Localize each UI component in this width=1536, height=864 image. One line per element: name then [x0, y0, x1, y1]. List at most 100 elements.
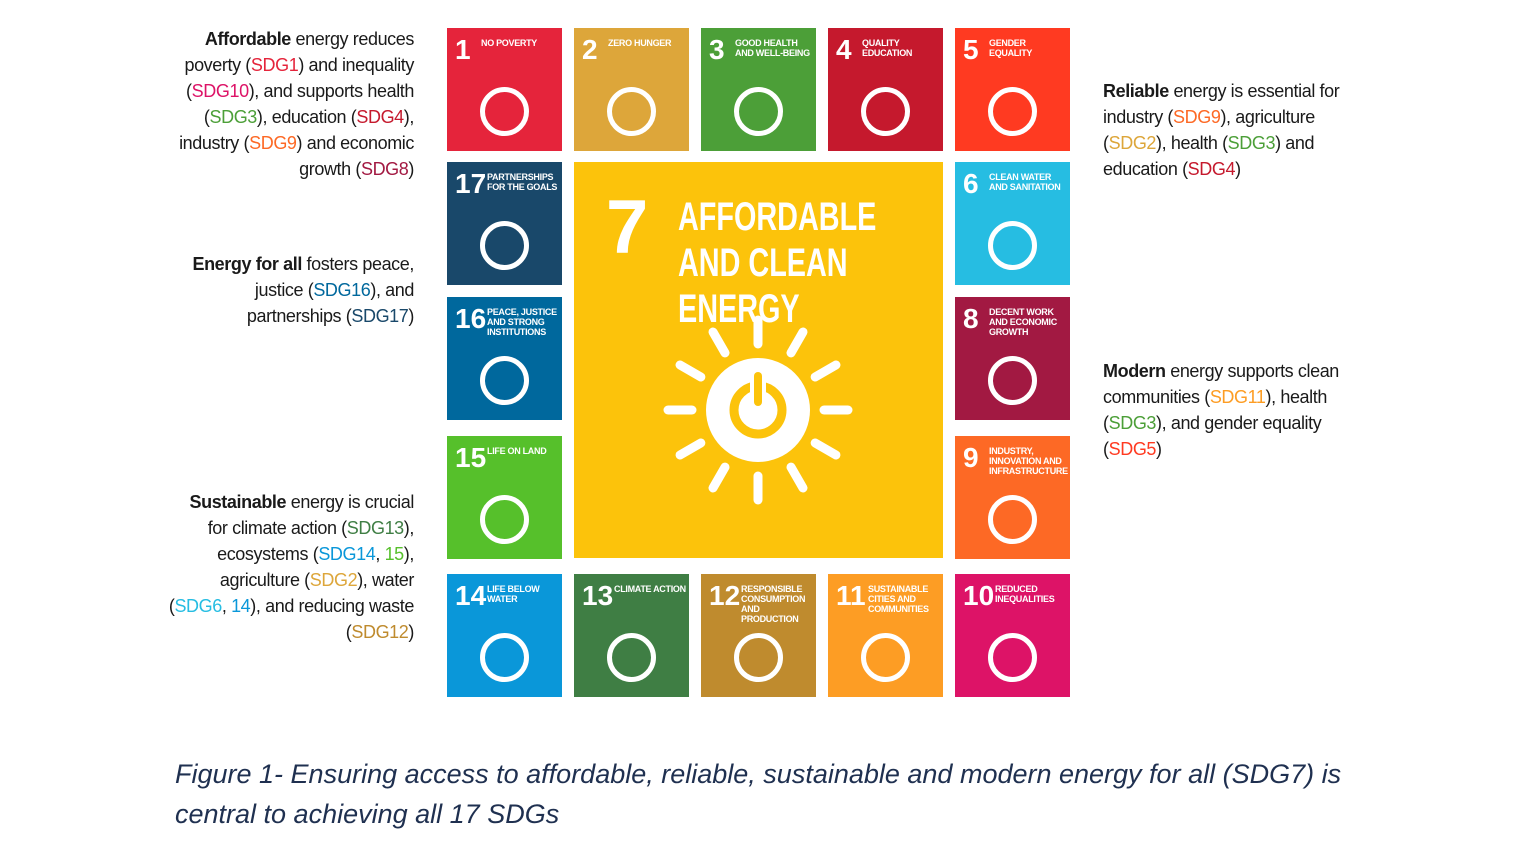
tile-icon [861, 87, 910, 136]
tile-label: RESPONSIBLE CONSUMPTION AND PRODUCTION [741, 584, 806, 624]
sdg-reference: SDG3 [209, 107, 257, 127]
tile-label: CLIMATE ACTION [614, 584, 686, 594]
tile-icon [988, 87, 1037, 136]
tile-number: 3 [709, 34, 725, 65]
tile-icon [988, 356, 1037, 405]
tile-number: 2 [582, 34, 598, 65]
annotation-text: , [375, 544, 385, 564]
tile-icon [988, 221, 1037, 270]
annotation-bold: Reliable [1103, 81, 1169, 101]
tile-number: 4 [836, 34, 852, 65]
annotation-text: ), health ( [1156, 133, 1228, 153]
sdg-tile: 4 QUALITY EDUCATION [828, 28, 943, 151]
sun-icon [663, 315, 853, 505]
annotation-text: ), and supports health ( [203, 81, 415, 127]
tile-number: 9 [963, 442, 979, 473]
sdg-tile: 9 INDUSTRY, INNOVATION AND INFRASTRUCTURE [955, 436, 1070, 559]
tile-number: 16 [455, 303, 487, 334]
annotation-text: ) [408, 622, 414, 642]
annotation-bold: Sustainable [189, 492, 287, 512]
tile-number: 17 [455, 168, 487, 199]
sdg-tile: 10 REDUCED INEQUALITIES [955, 574, 1070, 697]
sdg-tile: 17 PARTNERSHIPS FOR THE GOALS [447, 162, 562, 285]
sdg-tile: 5 GENDER EQUALITY [955, 28, 1070, 151]
tile-icon [861, 633, 910, 682]
tile-icon [480, 633, 529, 682]
tile-label: NO POVERTY [481, 38, 538, 48]
tile-number: 11 [836, 580, 866, 611]
sdg-reference: SDG4 [356, 107, 404, 127]
sdg-reference: SDG3 [1227, 133, 1276, 153]
sdg-reference: SDG17 [351, 306, 409, 326]
tile-icon [607, 633, 656, 682]
sdg-tile: 6 CLEAN WATER AND SANITATION [955, 162, 1070, 285]
sdg-tile: 1 NO POVERTY [447, 28, 562, 151]
tile-icon [480, 495, 529, 544]
center-label: AFFORDABLE AND CLEAN ENERGY [678, 195, 877, 331]
sdg-reference: SDG2 [1108, 133, 1157, 153]
annotation: Reliable energy is essential for industr… [1103, 78, 1351, 182]
tile-label: ZERO HUNGER [608, 38, 672, 48]
sdg-reference: SDG12 [351, 622, 409, 642]
tile-number: 15 [455, 442, 487, 473]
sdg-reference: SDG10 [191, 81, 249, 101]
tile-number: 1 [455, 34, 471, 65]
annotation-text: ), and reducing waste ( [250, 596, 414, 642]
tile-label: REDUCED INEQUALITIES [995, 584, 1055, 604]
sdg-reference: 15 [384, 544, 405, 564]
tile-number: 10 [963, 580, 995, 611]
tile-label: CLEAN WATER AND SANITATION [989, 172, 1061, 192]
annotation-text: ), ecosystems ( [217, 518, 414, 564]
center-tile: 7 AFFORDABLE AND CLEAN ENERGY [574, 162, 943, 558]
annotation-text: ) [1235, 159, 1241, 179]
sdg-reference: SDG9 [1173, 107, 1221, 127]
annotation: Modern energy supports clean communities… [1103, 358, 1351, 462]
sdg-reference: SDG11 [1209, 387, 1266, 407]
annotation-text: ) [408, 306, 414, 326]
annotation-text: ) and education ( [1103, 133, 1315, 179]
sdg-reference: SDG9 [249, 133, 297, 153]
tile-label: GENDER EQUALITY [989, 38, 1033, 58]
annotation-text: energy is essential for industry ( [1103, 81, 1340, 127]
annotation: Affordable energy reduces poverty (SDG1)… [166, 26, 414, 182]
sdg-reference: SDG1 [250, 55, 299, 75]
sdg-reference: SDG6 [174, 596, 222, 616]
annotation-text: , [221, 596, 232, 616]
tile-icon [734, 87, 783, 136]
sdg-reference: SDG5 [1108, 439, 1157, 459]
sdg-tile: 14 LIFE BELOW WATER [447, 574, 562, 697]
sdg-tile: 13 CLIMATE ACTION [574, 574, 689, 697]
tile-label: PEACE, JUSTICE AND STRONG INSTITUTIONS [487, 307, 557, 337]
annotation-text: fosters peace, justice ( [254, 254, 414, 300]
tile-label: INDUSTRY, INNOVATION AND INFRASTRUCTURE [989, 446, 1068, 476]
annotation-text: ), agriculture ( [1103, 107, 1315, 153]
sdg-reference: SDG2 [309, 570, 358, 590]
sdg-reference: SDG4 [1187, 159, 1236, 179]
caption: Figure 1- Ensuring access to affordable,… [175, 759, 1342, 829]
tile-number: 12 [709, 580, 741, 611]
sdg-reference: SDG3 [1108, 413, 1157, 433]
sdg-tile: 11 SUSTAINABLE CITIES AND COMMUNITIES [828, 574, 943, 697]
sdg-tile: 2 ZERO HUNGER [574, 28, 689, 151]
tile-number: 8 [963, 303, 979, 334]
annotation: Energy for all fosters peace, justice ( S… [166, 251, 414, 329]
tile-number: 6 [963, 168, 979, 199]
sdg-tile: 12 RESPONSIBLE CONSUMPTION AND PRODUCTION [701, 574, 816, 697]
annotation-text: ), and gender equality ( [1103, 413, 1322, 459]
tile-icon [988, 633, 1037, 682]
sdg-tile: 3 GOOD HEALTH AND WELL-BEING [701, 28, 816, 151]
center-number: 7 [606, 185, 649, 270]
annotation-text: energy supports clean communities ( [1103, 361, 1339, 407]
annotation-text: ) and inequality ( [186, 55, 414, 101]
tile-label: SUSTAINABLE CITIES AND COMMUNITIES [868, 584, 929, 614]
annotation: Sustainable energy is crucial for climat… [166, 489, 415, 645]
tile-icon [480, 221, 529, 270]
annotation-bold: Modern [1103, 361, 1166, 381]
annotation-text: ) [1156, 439, 1162, 459]
annotation-bold: Energy for all [192, 254, 302, 274]
sdg-reference: SDG14 [318, 544, 376, 564]
annotation-text: ) and economic growth ( [296, 133, 415, 179]
annotation-text: energy reduces poverty ( [184, 29, 414, 75]
tile-icon [480, 356, 529, 405]
